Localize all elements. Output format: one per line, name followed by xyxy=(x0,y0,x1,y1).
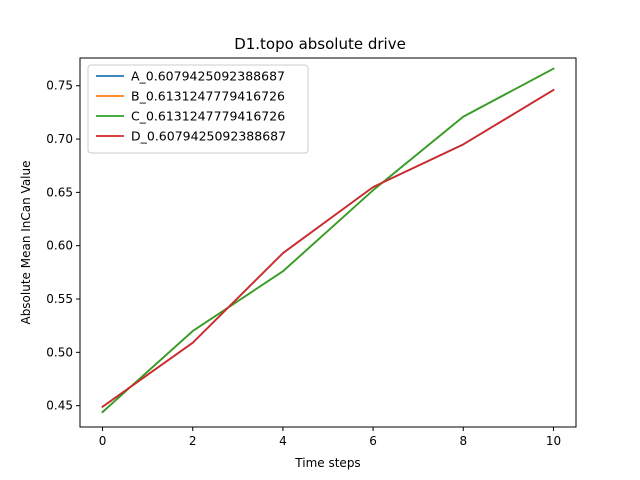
series-layer xyxy=(101,67,555,414)
y-tick-label: 0.55 xyxy=(46,292,73,306)
y-tick-label: 0.70 xyxy=(46,132,73,146)
x-tick-label: 0 xyxy=(99,434,107,448)
y-tick-label: 0.50 xyxy=(46,345,73,359)
chart-title: D1.topo absolute drive xyxy=(234,35,406,53)
legend-entry: C_0.6131247779416726 xyxy=(131,109,285,124)
legend: A_0.6079425092388687 B_0.6131247779416726… xyxy=(87,64,309,154)
y-tick-label: 0.60 xyxy=(46,239,73,253)
x-tick-label: 4 xyxy=(279,434,287,448)
legend-box xyxy=(87,64,309,154)
x-tick-label: 6 xyxy=(369,434,377,448)
x-tick-label: 10 xyxy=(546,434,561,448)
x-axis-ticks: 0 2 4 6 8 10 xyxy=(99,427,561,448)
y-tick-label: 0.45 xyxy=(46,399,73,413)
y-axis-ticks: 0.45 0.50 0.55 0.60 0.65 0.70 0.75 xyxy=(46,79,80,413)
series-line-d xyxy=(101,88,555,408)
x-tick-label: 2 xyxy=(189,434,197,448)
x-tick-label: 8 xyxy=(459,434,467,448)
plot-frame xyxy=(79,57,577,428)
y-tick-label: 0.75 xyxy=(46,79,73,93)
y-tick-label: 0.65 xyxy=(46,185,73,199)
x-axis-label: Time steps xyxy=(294,456,360,470)
y-axis-label: Absolute Mean InCan Value xyxy=(19,160,33,324)
series-line-c xyxy=(101,67,555,414)
legend-entry: A_0.6079425092388687 xyxy=(131,69,285,84)
legend-entry: B_0.6131247779416726 xyxy=(131,89,285,104)
legend-entry: D_0.6079425092388687 xyxy=(131,129,286,144)
